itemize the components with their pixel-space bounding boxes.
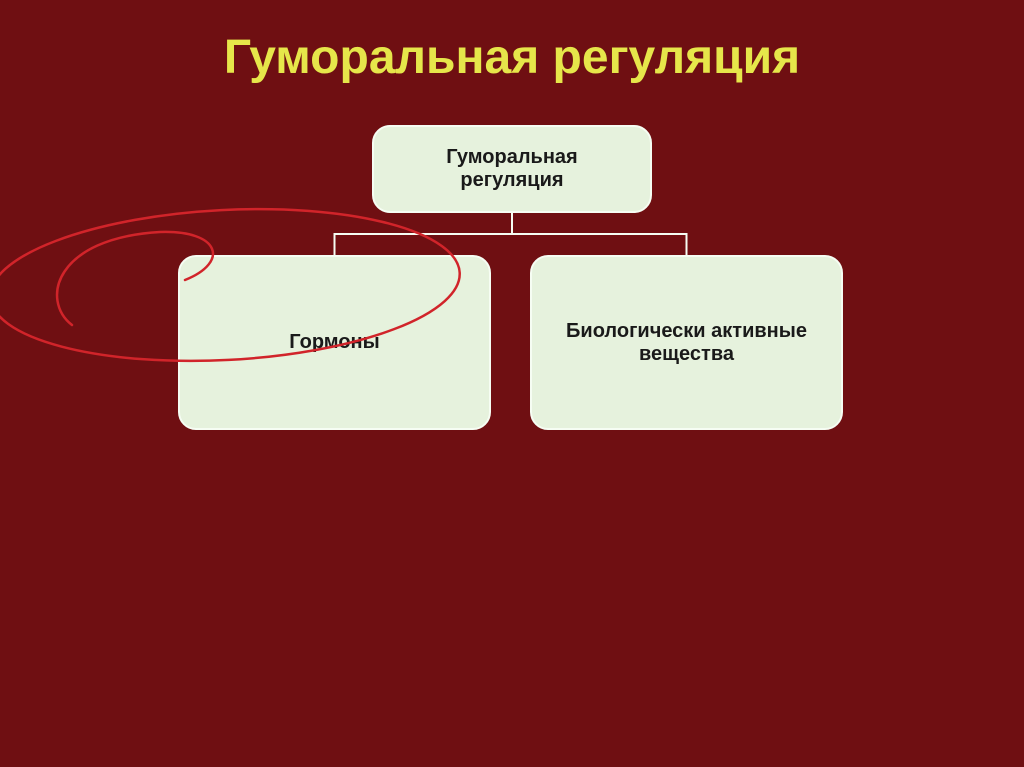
slide: Гуморальная регуляция Гуморальная регуля… (0, 0, 1024, 767)
node-root: Гуморальная регуляция (372, 125, 652, 213)
slide-title: Гуморальная регуляция (0, 30, 1024, 85)
node-left: Гормоны (178, 255, 491, 430)
node-right: Биологически активные вещества (530, 255, 843, 430)
annotation-layer (0, 0, 1024, 767)
diagram-connectors (0, 0, 1024, 767)
